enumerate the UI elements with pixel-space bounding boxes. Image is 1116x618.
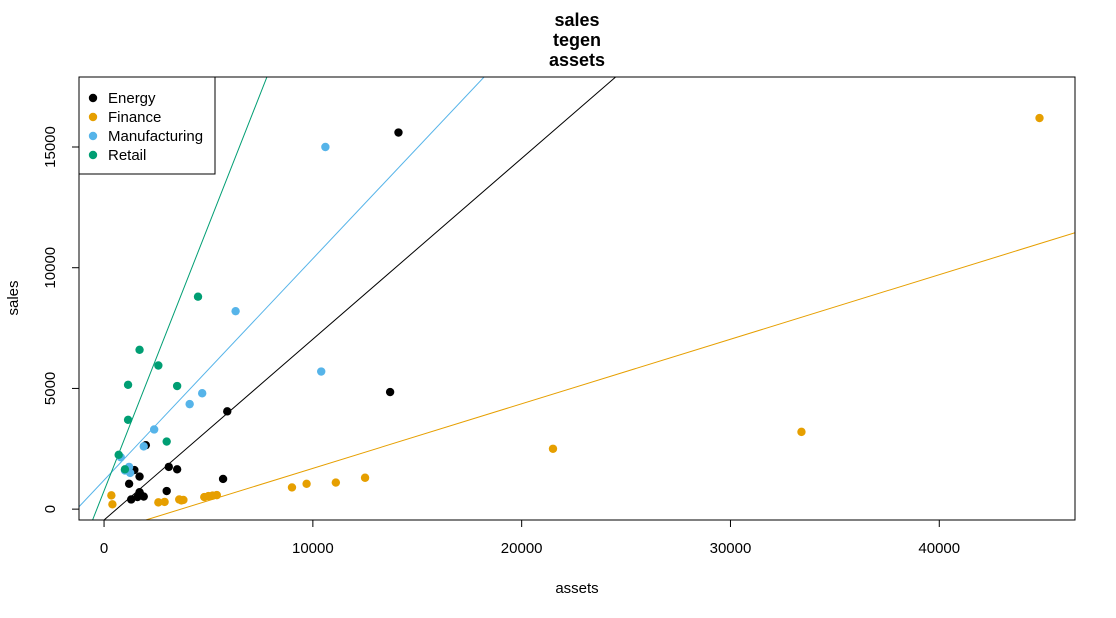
legend-marker bbox=[88, 112, 98, 122]
data-point bbox=[548, 444, 558, 453]
fit-line bbox=[92, 77, 268, 520]
data-point bbox=[172, 381, 182, 391]
y-tick-label: 15000 bbox=[42, 126, 59, 168]
chart-title-line: sales bbox=[554, 10, 599, 30]
data-point bbox=[287, 483, 297, 492]
data-point bbox=[394, 128, 403, 137]
x-tick-label: 10000 bbox=[292, 540, 334, 557]
data-point bbox=[317, 367, 326, 376]
data-point bbox=[223, 407, 232, 416]
data-point bbox=[120, 465, 130, 474]
data-point bbox=[123, 380, 133, 390]
y-tick-label: 5000 bbox=[42, 372, 59, 405]
legend-marker bbox=[88, 131, 98, 141]
data-point bbox=[797, 427, 806, 437]
data-point bbox=[360, 473, 370, 482]
data-point bbox=[172, 465, 182, 474]
legend-label: Energy bbox=[108, 90, 156, 107]
data-point bbox=[124, 479, 134, 488]
x-axis: 0 10000 20000 30000 40000 bbox=[100, 519, 960, 557]
legend-box bbox=[78, 76, 216, 175]
legend-label: Retail bbox=[108, 147, 146, 164]
plot-frame bbox=[78, 76, 1076, 521]
data-point bbox=[331, 478, 341, 487]
y-tick-label: 0 bbox=[42, 505, 59, 513]
fit-line bbox=[79, 77, 485, 508]
data-point bbox=[302, 479, 311, 488]
data-point bbox=[218, 474, 228, 484]
data-point bbox=[1035, 113, 1044, 123]
data-point bbox=[139, 492, 148, 501]
legend-label: Finance bbox=[108, 109, 161, 126]
data-point bbox=[114, 450, 123, 460]
data-point bbox=[185, 399, 194, 409]
data-point bbox=[154, 498, 163, 507]
fit-line bbox=[145, 232, 1075, 520]
chart-title-line: tegen bbox=[553, 30, 601, 50]
data-point bbox=[164, 462, 173, 472]
data-point bbox=[135, 345, 144, 355]
data-point bbox=[231, 306, 240, 316]
data-point bbox=[385, 387, 395, 397]
x-tick-label: 0 bbox=[100, 540, 108, 557]
x-tick-label: 20000 bbox=[501, 540, 543, 557]
legend-marker bbox=[88, 93, 98, 103]
x-axis-label: assets bbox=[555, 580, 598, 597]
x-tick-label: 40000 bbox=[918, 540, 960, 557]
data-point bbox=[108, 500, 117, 509]
data-point bbox=[149, 425, 159, 434]
data-point bbox=[321, 142, 330, 152]
data-point bbox=[123, 415, 133, 425]
y-tick-label: 10000 bbox=[42, 247, 59, 289]
data-point bbox=[162, 486, 171, 496]
data-point bbox=[197, 389, 207, 398]
x-tick-label: 30000 bbox=[710, 540, 752, 557]
fit-lines bbox=[79, 77, 1075, 520]
data-point bbox=[177, 496, 186, 505]
legend-marker bbox=[88, 150, 98, 160]
data-point bbox=[127, 495, 136, 504]
data-point bbox=[139, 442, 148, 451]
y-axis: 0 5000 10000 15000 bbox=[42, 126, 80, 513]
data-points bbox=[107, 113, 1044, 509]
chart-title: sales tegen assets bbox=[549, 10, 605, 70]
fit-line bbox=[103, 77, 616, 520]
data-point bbox=[154, 361, 163, 370]
data-point bbox=[200, 492, 209, 502]
data-point bbox=[135, 472, 144, 481]
legend: Energy Finance Manufacturing Retail bbox=[78, 76, 216, 175]
data-point bbox=[193, 292, 203, 301]
data-point bbox=[107, 491, 116, 500]
y-axis-label: sales bbox=[5, 280, 22, 315]
data-point bbox=[162, 437, 171, 446]
data-point bbox=[160, 497, 169, 507]
legend-label: Manufacturing bbox=[108, 128, 203, 145]
chart-title-line: assets bbox=[549, 50, 605, 70]
